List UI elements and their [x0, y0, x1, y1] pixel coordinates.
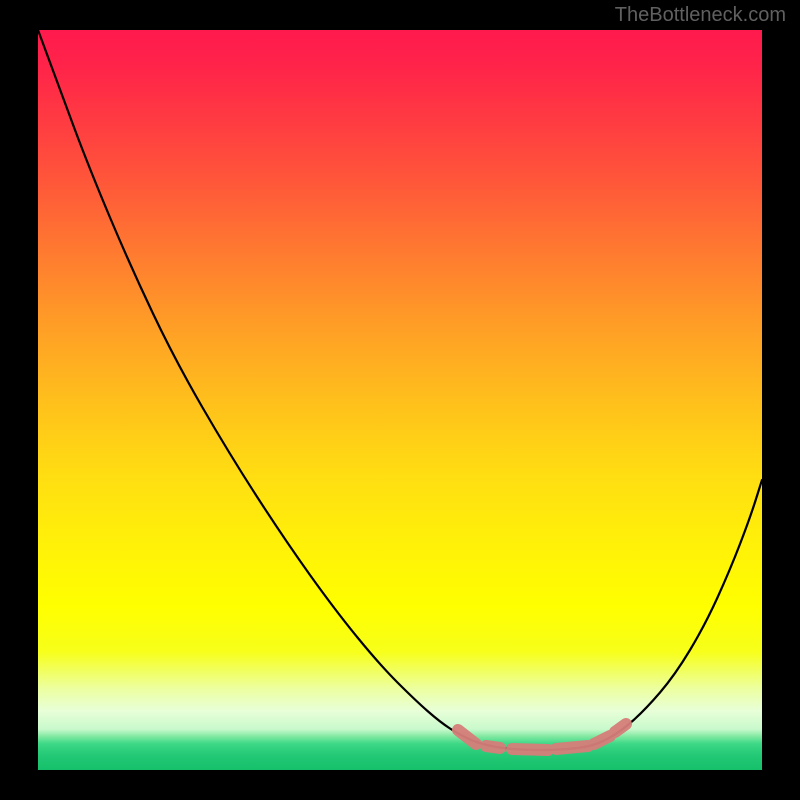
watermark-text: TheBottleneck.com: [615, 4, 786, 27]
chart-canvas: TheBottleneck.com: [0, 0, 800, 800]
plot-background: [38, 30, 762, 770]
chart-svg: [0, 0, 800, 800]
